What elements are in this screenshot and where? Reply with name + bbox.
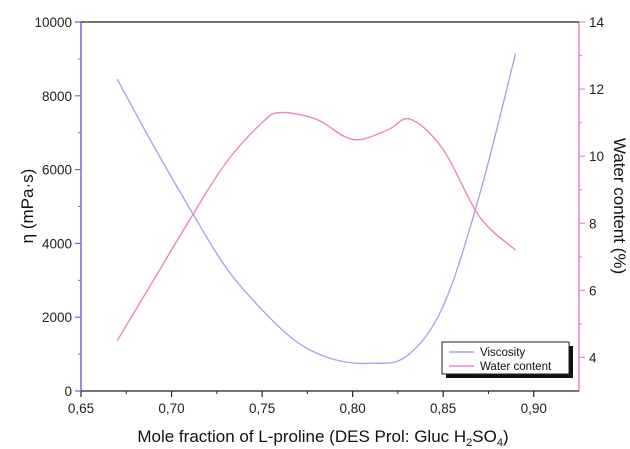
y-right-tick-label: 12 [589, 82, 604, 97]
y-left-tick-label: 2000 [42, 310, 72, 325]
y-axis-right-label: Water content (%) [610, 138, 629, 274]
x-tick-label: 0,70 [158, 401, 184, 416]
y-axis-left-label: η (mPa·s) [18, 169, 37, 244]
x-axis-label-close: ) [503, 427, 509, 446]
ticks-layer: 0,65 0,70 0,75 0,80 0,85 0,90 0 2000 4000 6000 800… [34, 15, 604, 416]
x-axis-label: Mole fraction of L-proline (DES Prol: Gl… [137, 427, 508, 449]
y-left-tick-label: 8000 [42, 89, 72, 104]
y-right-tick-label: 6 [589, 283, 597, 298]
x-axis-label-sub-2: 2 [466, 437, 472, 449]
y-left-tick-label: 4000 [42, 236, 72, 251]
x-tick-label: 0,90 [521, 401, 547, 416]
series-layer [116, 53, 517, 365]
legend-box [441, 341, 570, 375]
y-left-tick-label: 0 [64, 384, 72, 399]
plot-area [81, 22, 579, 391]
x-tick-label: 0,65 [68, 401, 94, 416]
viscosity-series-line [116, 53, 517, 365]
x-tick-label: 0,85 [430, 401, 456, 416]
legend-water-label: Water content [480, 361, 552, 373]
x-axis-label-main: Mole fraction of L-proline (DES Prol: Gl… [137, 427, 466, 446]
x-axis-label-sub-4: 4 [497, 437, 503, 449]
y-left-tick-label: 6000 [42, 163, 72, 178]
water-content-series-line [116, 111, 517, 342]
y-left-tick-label: 10000 [34, 15, 72, 30]
x-tick-label: 0,80 [339, 401, 365, 416]
y-right-tick-label: 8 [589, 216, 597, 231]
legend: Viscosity Water content [441, 341, 573, 378]
y-right-tick-label: 4 [589, 350, 597, 365]
legend-viscosity-label: Viscosity [480, 347, 525, 359]
y-right-tick-label: 10 [589, 149, 604, 164]
y-right-tick-label: 14 [589, 15, 605, 30]
x-tick-label: 0,75 [249, 401, 275, 416]
x-axis-label-so: SO [472, 427, 497, 446]
